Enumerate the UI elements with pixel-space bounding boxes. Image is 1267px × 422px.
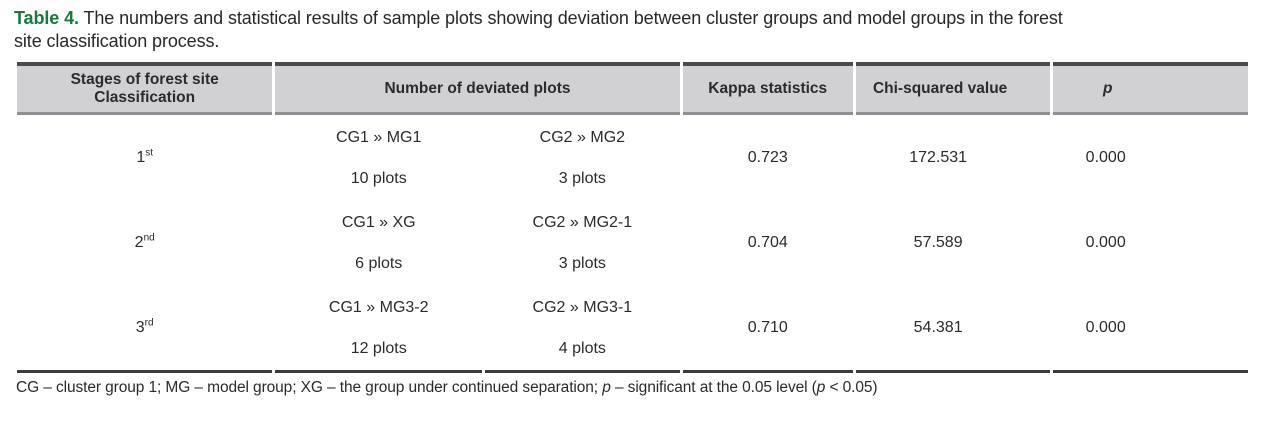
deviation-plot-count: 6 plots <box>355 255 403 272</box>
table-footnote: CG – cluster group 1; MG – model group; … <box>14 379 1251 397</box>
table-row: 1st CG1 » MG1 10 plots CG2 » MG2 3 plots… <box>17 115 1248 200</box>
kappa-value: 0.710 <box>682 285 853 373</box>
deviated-cell-1: CG1 » MG1 10 plots <box>275 115 482 200</box>
deviation-plot-count: 3 plots <box>558 255 606 272</box>
col-header-deviated-plots: Number of deviated plots <box>275 62 680 115</box>
col-header-chi-squared: Chi-squared value <box>855 62 1051 115</box>
footnote-threshold-text: < 0.05) <box>825 379 878 396</box>
deviation-plot-count: 4 plots <box>558 340 606 357</box>
stage-cell: 3rd <box>17 285 273 373</box>
chi-squared-value: 57.589 <box>913 233 963 251</box>
deviation-group-label: CG1 » MG1 <box>336 129 422 146</box>
table-caption: Table 4. The numbers and statistical res… <box>14 7 1251 53</box>
chi-squared-value: 172.531 <box>909 148 968 166</box>
deviation-plot-count: 3 plots <box>558 170 606 187</box>
table-caption-label: Table 4. <box>14 8 79 28</box>
stage-number: 2 <box>134 233 144 251</box>
stage-ordinal-suffix: st <box>145 147 154 159</box>
stage-cell: 1st <box>17 115 272 200</box>
table-row: 2nd CG1 » XG 6 plots CG2 » MG2-1 3 plots… <box>17 200 1248 285</box>
stage-number: 3 <box>135 318 145 336</box>
footnote-significance-text: – significant at the 0.05 level ( <box>610 379 817 396</box>
col-header-p: p <box>1053 62 1248 115</box>
deviation-group-label: CG2 » MG2-1 <box>532 214 633 231</box>
stage-ordinal-suffix: nd <box>143 232 155 244</box>
kappa-value: 0.723 <box>747 148 788 166</box>
col-header-kappa: Kappa statistics <box>682 62 853 115</box>
stage-cell: 2nd <box>17 200 272 285</box>
p-value: 0.000 <box>1085 233 1126 251</box>
p-value: 0.000 <box>1085 148 1126 166</box>
footnote-abbreviations: CG – cluster group 1; MG – model group; … <box>16 379 603 396</box>
deviated-cell-1: CG1 » XG 6 plots <box>275 200 482 285</box>
footnote-p-symbol: p <box>602 379 611 396</box>
deviated-cell-2: CG2 » MG3-1 4 plots <box>485 285 680 373</box>
deviation-group-label: CG2 » MG2 <box>539 129 626 146</box>
kappa-value: 0.704 <box>747 233 788 251</box>
table-caption-text-line2: site classification process. <box>14 31 220 51</box>
stage-number: 1 <box>136 148 146 166</box>
deviated-cell-2: CG2 » MG2 3 plots <box>485 115 680 200</box>
header-row: Stages of forest site Classification Num… <box>17 62 1248 115</box>
results-table: Stages of forest site Classification Num… <box>14 62 1251 373</box>
footnote-p-symbol: p <box>816 379 826 396</box>
table-row: 3rd CG1 » MG3-2 12 plots CG2 » MG3-1 4 p… <box>17 285 1248 373</box>
stage-ordinal-suffix: rd <box>144 317 154 329</box>
deviation-plot-count: 12 plots <box>350 340 407 357</box>
chi-squared-value: 54.381 <box>855 285 1051 373</box>
col-header-stages: Stages of forest site Classification <box>17 62 273 115</box>
deviation-group-label: CG1 » MG3-2 <box>328 299 429 316</box>
p-value: 0.000 <box>1053 285 1248 373</box>
deviation-group-label: CG1 » XG <box>341 214 416 231</box>
deviation-plot-count: 10 plots <box>350 170 407 187</box>
table-caption-text-line1: The numbers and statistical results of s… <box>83 8 1063 28</box>
deviated-cell-1: CG1 » MG3-2 12 plots <box>275 285 483 373</box>
deviated-cell-2: CG2 » MG2-1 3 plots <box>485 200 680 285</box>
deviation-group-label: CG2 » MG3-1 <box>532 299 633 316</box>
